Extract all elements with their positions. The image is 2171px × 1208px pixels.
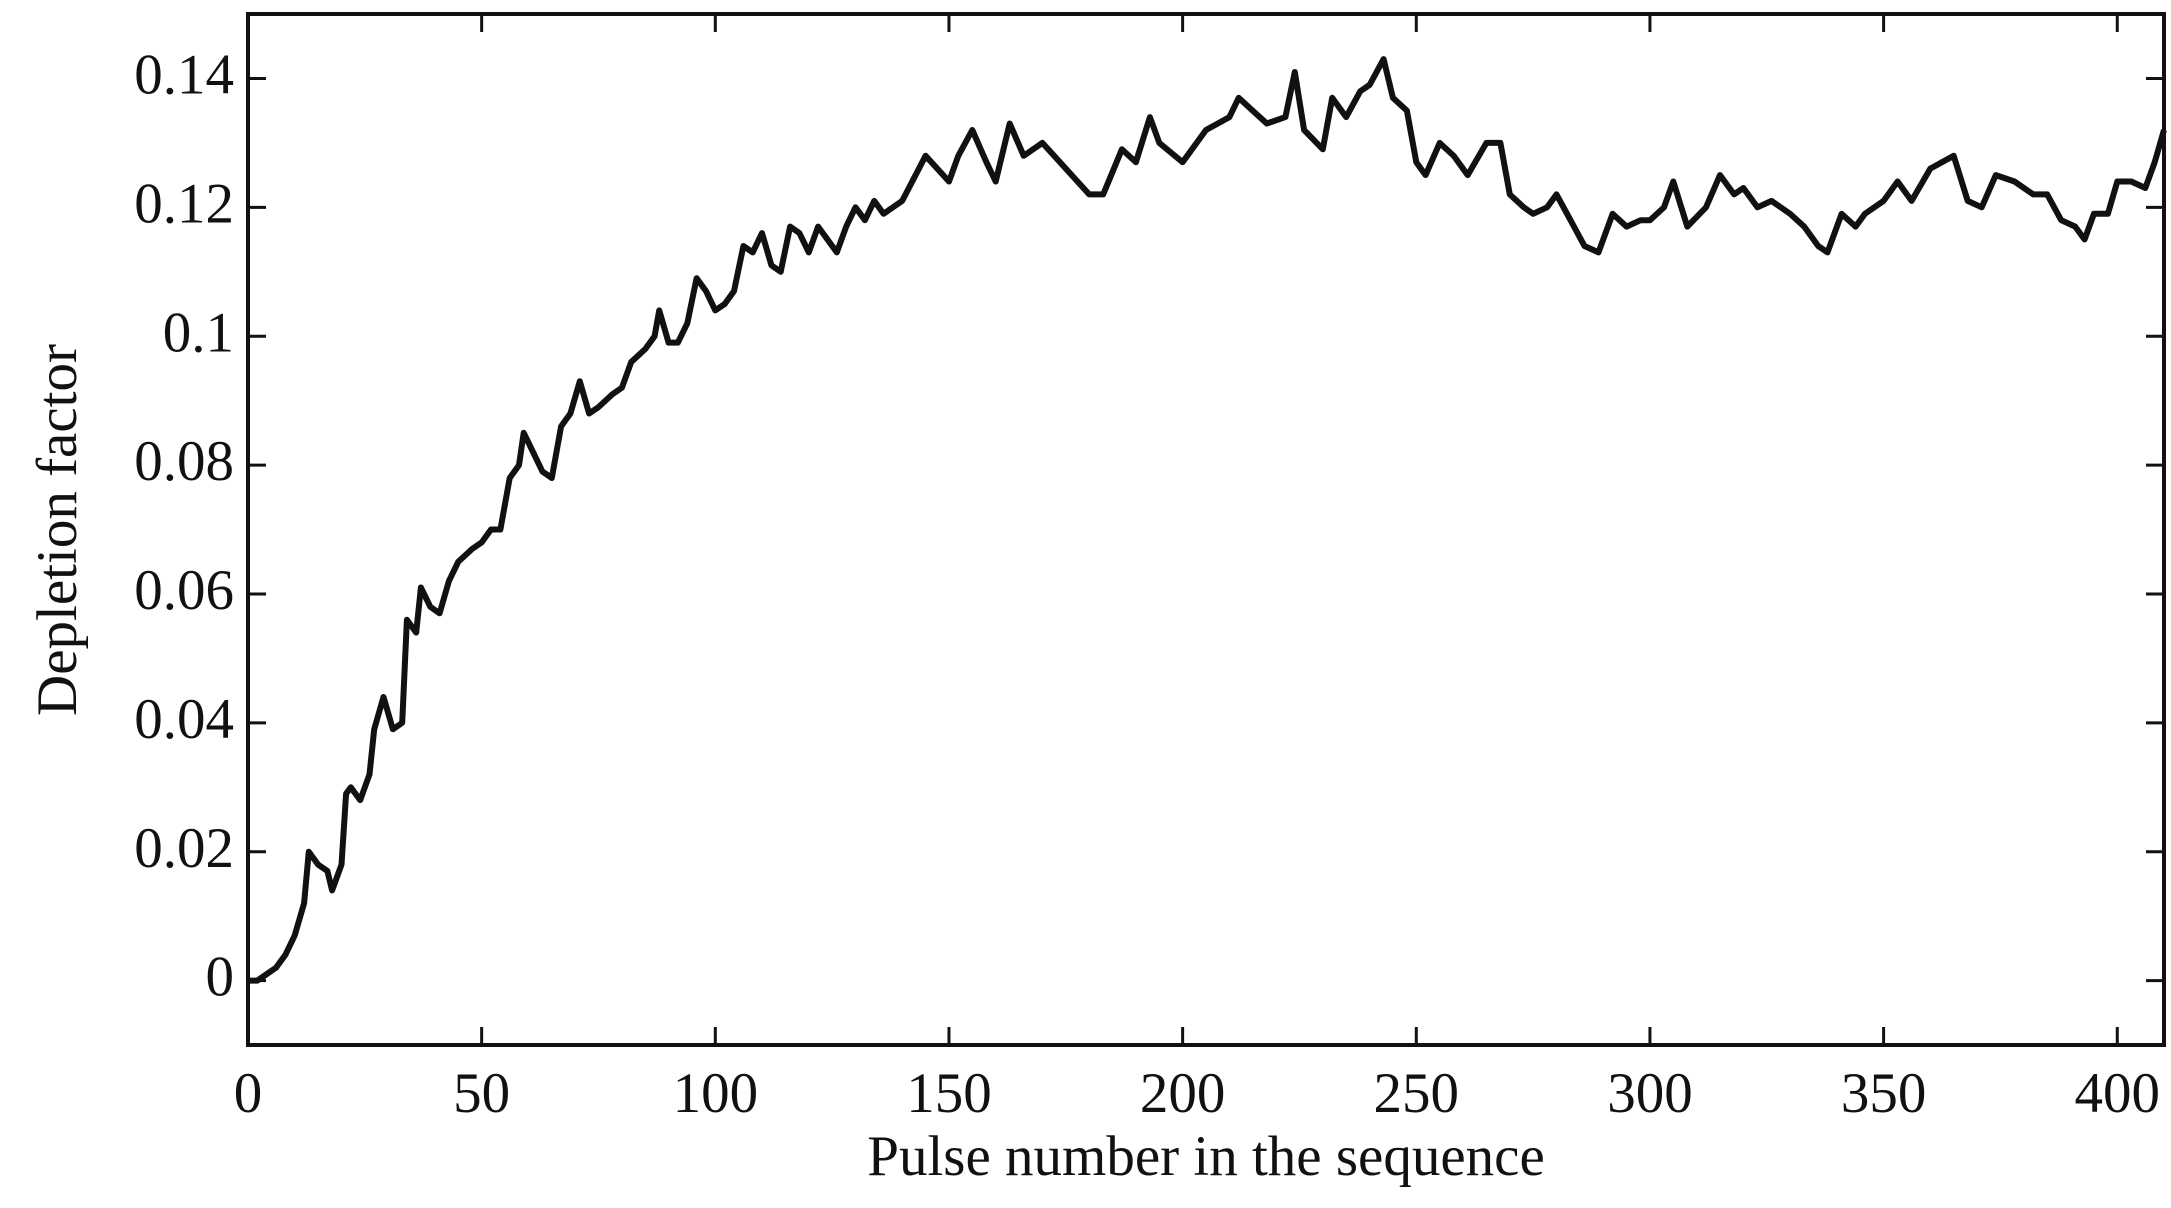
y-axis-label: Depletion factor bbox=[26, 344, 89, 716]
plot-frame bbox=[246, 12, 2166, 1047]
y-tick-label: 0.06 bbox=[134, 559, 234, 622]
y-tick-label: 0.12 bbox=[134, 172, 234, 235]
x-tick-label: 400 bbox=[2075, 1062, 2161, 1125]
x-tick-label: 0 bbox=[234, 1062, 263, 1125]
y-tick-label: 0 bbox=[206, 946, 235, 1009]
x-tick-label: 300 bbox=[1607, 1062, 1693, 1125]
data-line bbox=[248, 56, 2167, 984]
x-tick-label: 50 bbox=[453, 1062, 510, 1125]
y-tick-label: 0.02 bbox=[134, 817, 234, 880]
x-axis-label: Pulse number in the sequence bbox=[867, 1125, 1545, 1188]
x-tick-label: 150 bbox=[906, 1062, 992, 1125]
y-tick-label: 0.1 bbox=[163, 301, 234, 364]
x-tick-label: 350 bbox=[1841, 1062, 1927, 1125]
x-tick-label: 100 bbox=[673, 1062, 759, 1125]
x-tick-label: 200 bbox=[1140, 1062, 1226, 1125]
y-tick-label: 0.08 bbox=[134, 430, 234, 493]
x-tick-label: 250 bbox=[1374, 1062, 1460, 1125]
y-tick-label: 0.04 bbox=[134, 688, 234, 751]
y-tick-label: 0.14 bbox=[134, 44, 234, 107]
